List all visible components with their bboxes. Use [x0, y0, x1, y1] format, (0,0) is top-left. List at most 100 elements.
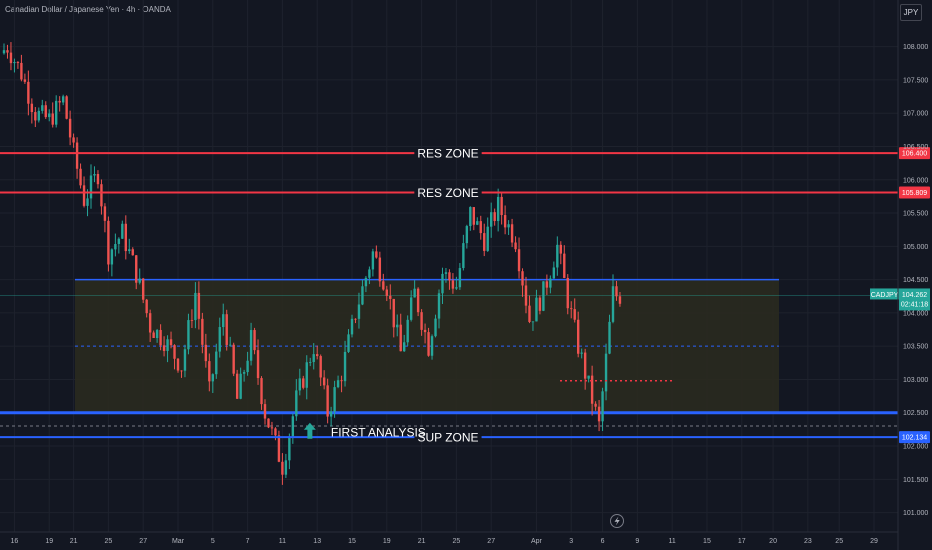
- candle-body: [162, 345, 166, 351]
- price-tick-label: 108.000: [903, 44, 928, 51]
- price-tick-label: 101.500: [903, 477, 928, 484]
- price-tick-label: 104.500: [903, 277, 928, 284]
- candle-body: [570, 308, 573, 310]
- candle-body: [448, 272, 451, 281]
- candle-body: [295, 390, 298, 417]
- candle-body: [583, 352, 587, 379]
- candle-body: [277, 435, 281, 462]
- candle-body: [510, 224, 514, 243]
- candle-body: [542, 281, 545, 311]
- candle-body: [232, 344, 235, 374]
- candle-body: [503, 215, 507, 228]
- candle-body: [465, 226, 469, 244]
- candle-body: [194, 292, 197, 321]
- price-tick-label: 101.000: [903, 510, 928, 517]
- res-zone-upper-label-bg: [414, 151, 482, 155]
- candle-body: [441, 273, 444, 294]
- candle-body: [100, 184, 103, 207]
- candle-body: [357, 304, 361, 319]
- time-tick-label: 13: [313, 538, 321, 545]
- candle-body: [549, 278, 552, 288]
- candle-body: [229, 344, 232, 346]
- candle-body: [517, 249, 521, 272]
- candle-body: [500, 196, 503, 216]
- candle-body: [316, 354, 319, 357]
- candle-body: [476, 221, 479, 225]
- candle-body: [618, 296, 622, 304]
- candle-body: [145, 299, 148, 314]
- price-tick-label: 105.000: [903, 244, 928, 251]
- candle-body: [479, 221, 482, 234]
- candle-body: [58, 100, 61, 103]
- candle-body: [166, 339, 169, 351]
- overlays-layer: RES ZONE 106.400 RES ZONE 105.809 SUP ZONE 10…: [0, 147, 930, 445]
- candle-body: [204, 344, 208, 362]
- price-tick-label: 102.500: [903, 410, 928, 417]
- candle-body: [354, 318, 357, 320]
- candle-body: [48, 113, 51, 118]
- candle-body: [378, 257, 382, 282]
- candle-body: [490, 212, 493, 227]
- time-tick-label: 19: [383, 538, 391, 545]
- candle-body: [13, 62, 16, 64]
- candle-body: [413, 288, 416, 298]
- candle-body: [239, 373, 242, 399]
- res-zone-lower-label-bg: [414, 190, 482, 194]
- candle-body: [615, 286, 618, 297]
- symbol-tag-text: CADJPY: [871, 292, 899, 299]
- candle-body: [222, 314, 225, 328]
- candle-body: [128, 249, 131, 252]
- candle-body: [458, 268, 462, 288]
- candle-body: [496, 196, 500, 222]
- candle-body: [298, 378, 301, 391]
- zones-layer: [0, 278, 898, 427]
- candle-body: [597, 406, 601, 422]
- candle-body: [601, 391, 604, 422]
- candle-body: [260, 378, 263, 405]
- candle-body: [75, 142, 79, 169]
- candle-body: [131, 249, 134, 256]
- time-tick-label: 25: [835, 538, 843, 545]
- candle-body: [563, 253, 566, 278]
- candle-body: [312, 354, 315, 363]
- candle-body: [218, 327, 221, 352]
- res-zone-upper-label: RES ZONE: [417, 147, 478, 161]
- currency-button[interactable]: JPY: [900, 4, 922, 21]
- first-analysis-label: FIRST ANALYSIS: [331, 426, 426, 440]
- candle-body: [291, 416, 295, 437]
- time-tick-label: 7: [246, 538, 250, 545]
- candle-body: [2, 50, 6, 54]
- candle-body: [44, 105, 47, 118]
- chart-title: Canadian Dollar / Japanese Yen · 4h · OA…: [5, 5, 171, 14]
- time-tick-label: 25: [453, 538, 461, 545]
- candle-body: [587, 375, 590, 379]
- candle-body: [507, 224, 510, 228]
- candle-body: [235, 373, 239, 399]
- candle-body: [531, 321, 535, 323]
- lightning-icon[interactable]: [610, 514, 624, 528]
- candle-body: [16, 62, 20, 63]
- candle-body: [37, 110, 40, 121]
- current-price-tag: [899, 288, 930, 311]
- candle-body: [389, 295, 392, 299]
- candle-body: [20, 62, 23, 80]
- candle-body: [566, 277, 569, 309]
- candle-body: [211, 374, 214, 382]
- candle-body: [514, 242, 517, 250]
- res-zone-upper-price-tag: [899, 147, 930, 160]
- candle-body: [124, 223, 127, 252]
- candle-body: [462, 243, 465, 269]
- candle-body: [535, 297, 538, 322]
- time-tick-label: 15: [703, 538, 711, 545]
- candle-body: [256, 350, 260, 379]
- time-tick-label: 17: [738, 538, 746, 545]
- candle-body: [138, 278, 141, 283]
- candle-body: [242, 372, 246, 374]
- candle-body: [364, 277, 368, 287]
- candle-body: [483, 233, 486, 251]
- candle-body: [556, 244, 559, 268]
- candle-body: [215, 351, 218, 375]
- candle-body: [51, 113, 54, 125]
- candle-body: [577, 319, 580, 354]
